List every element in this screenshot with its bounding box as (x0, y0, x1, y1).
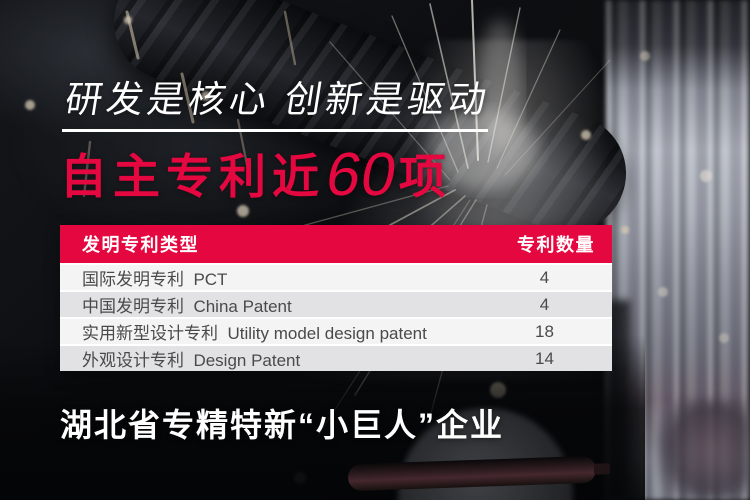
patent-table-header: 发明专利类型 专利数量 (60, 225, 612, 263)
honor-title: 湖北省专精特新“小巨人”企业 (60, 407, 505, 443)
table-row: 实用新型设计专利 Utility model design patent 18 (60, 317, 612, 344)
row-count-value: 4 (539, 267, 550, 287)
row-count-value: 4 (539, 294, 550, 314)
header-type-label: 发明专利类型 (82, 235, 199, 255)
slogan-underline (62, 129, 488, 132)
row-count-value: 18 (535, 321, 554, 341)
table-row: 中国发明专利 China Patent 4 (60, 290, 612, 317)
table-row: 外观设计专利 Design Patent 14 (60, 344, 612, 371)
row-type-label: 外观设计专利 Design Patent (82, 351, 301, 370)
row-type-label: 中国发明专利 China Patent (82, 297, 292, 316)
header-count-label: 专利数量 (517, 235, 595, 255)
row-type-label: 实用新型设计专利 Utility model design patent (82, 324, 427, 343)
headline-prefix: 自主专利近 (60, 150, 325, 203)
patent-table-body: 国际发明专利 PCT 4 中国发明专利 China Patent 4 实用新型设… (60, 263, 612, 371)
row-count-value: 14 (535, 348, 554, 368)
headline-suffix: 项 (398, 150, 452, 203)
patent-count-headline: 自主专利近60项 (60, 140, 452, 208)
patent-table: 发明专利类型 专利数量 国际发明专利 PCT 4 中国发明专利 China Pa… (60, 225, 612, 371)
machinery-detail (655, 400, 750, 500)
row-type-label: 国际发明专利 PCT (82, 270, 228, 289)
table-row: 国际发明专利 PCT 4 (60, 263, 612, 290)
headline-number: 60 (321, 140, 403, 208)
slogan-heading: 研发是核心 创新是驱动 (62, 79, 494, 120)
